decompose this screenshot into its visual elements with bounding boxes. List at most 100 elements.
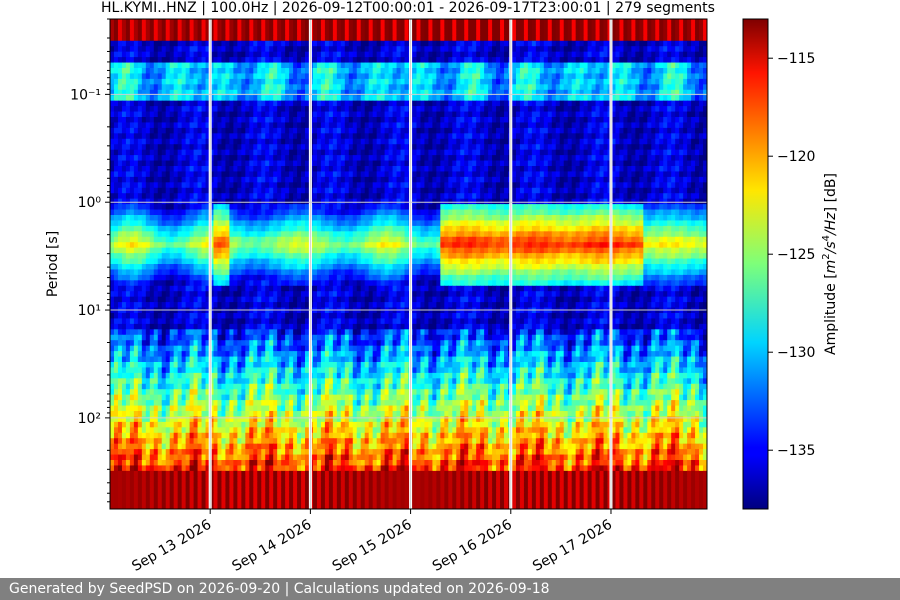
heatmap-cell [460, 117, 465, 124]
heatmap-cell [201, 51, 207, 58]
heatmap-cell [575, 122, 581, 129]
heatmap-cell [599, 182, 605, 189]
heatmap-cell [360, 57, 366, 64]
heatmap-cell [289, 198, 294, 205]
heatmap-cell [547, 73, 553, 80]
heatmap-cell [511, 78, 517, 85]
heatmap-cell [595, 193, 601, 200]
heatmap-cell [209, 24, 215, 31]
heatmap-cell [380, 78, 386, 85]
heatmap-cell [165, 182, 171, 189]
heatmap-cell [547, 35, 553, 42]
heatmap-cell [388, 29, 394, 36]
heatmap-cell [683, 117, 688, 124]
heatmap-cell [249, 182, 254, 189]
heatmap-cell [567, 193, 573, 200]
heatmap-cell [567, 106, 573, 113]
heatmap-cell [209, 84, 215, 91]
heatmap-cell [320, 78, 326, 85]
heatmap-cell [531, 24, 537, 31]
heatmap-cell [703, 149, 707, 156]
heatmap-cell [316, 127, 322, 134]
heatmap-cell [623, 187, 628, 194]
heatmap-cell [635, 62, 640, 69]
heatmap-cell [683, 95, 688, 102]
heatmap-cell [559, 68, 565, 75]
heatmap-cell [567, 89, 573, 96]
heatmap-cell [153, 19, 159, 26]
heatmap-cell [515, 182, 521, 189]
heatmap-cell [225, 187, 230, 194]
heatmap-cell [444, 187, 449, 194]
heatmap-cell [281, 100, 286, 107]
heatmap-cell [631, 127, 636, 134]
heatmap-cell [639, 40, 644, 47]
heatmap-cell [675, 127, 680, 134]
heatmap-cell [412, 19, 418, 26]
heatmap-cell [452, 133, 457, 140]
heatmap-cell [225, 78, 230, 85]
heatmap-cell [671, 84, 676, 91]
heatmap-cell [611, 193, 617, 200]
heatmap-cell [420, 182, 426, 189]
heatmap-cell [165, 149, 171, 156]
heatmap-cell [376, 51, 382, 58]
heatmap-cell [261, 160, 266, 167]
heatmap-cell [269, 24, 274, 31]
heatmap-cell [627, 160, 632, 167]
heatmap-cell [336, 35, 342, 42]
heatmap-cell [269, 155, 274, 162]
heatmap-cell [209, 187, 215, 194]
heatmap-cell [527, 73, 533, 80]
heatmap-cell [364, 171, 370, 178]
heatmap-cell [687, 138, 692, 145]
heatmap-cell [575, 138, 581, 145]
heatmap-cell [683, 68, 688, 75]
heatmap-cell [320, 68, 326, 75]
heatmap-cell [360, 122, 366, 129]
heatmap-cell [137, 29, 143, 36]
heatmap-cell [376, 182, 382, 189]
heatmap-cell [468, 127, 473, 134]
heatmap-cell [177, 89, 183, 96]
heatmap-cell [579, 24, 585, 31]
heatmap-cell [611, 84, 617, 91]
heatmap-cell [193, 29, 199, 36]
heatmap-cell [563, 24, 569, 31]
heatmap-cell [249, 106, 254, 113]
heatmap-cell [488, 138, 493, 145]
heatmap-cell [205, 95, 211, 102]
heatmap-cell [703, 193, 707, 200]
heatmap-cell [551, 68, 557, 75]
heatmap-cell [444, 68, 449, 75]
heatmap-cell [683, 155, 688, 162]
heatmap-cell [496, 100, 501, 107]
heatmap-cell [265, 111, 270, 118]
heatmap-cell [169, 100, 175, 107]
heatmap-cell [583, 182, 589, 189]
heatmap-cell [519, 100, 525, 107]
heatmap-cell [432, 51, 437, 58]
heatmap-cell [320, 51, 326, 58]
heatmap-cell [404, 149, 410, 156]
heatmap-cell [468, 106, 473, 113]
heatmap-cell [229, 19, 234, 26]
heatmap-cell [519, 166, 525, 173]
heatmap-cell [591, 24, 597, 31]
heatmap-cell [667, 100, 672, 107]
heatmap-cell [324, 68, 330, 75]
heatmap-cell [201, 198, 207, 205]
heatmap-cell [253, 176, 258, 183]
heatmap-cell [531, 46, 537, 53]
heatmap-cell [392, 117, 398, 124]
heatmap-cell [384, 166, 390, 173]
heatmap-cell [285, 73, 290, 80]
heatmap-cell [647, 62, 652, 69]
heatmap-cell [193, 46, 199, 53]
heatmap-cell [197, 35, 203, 42]
heatmap-cell [683, 73, 688, 80]
heatmap-cell [444, 57, 449, 64]
heatmap-cell [301, 73, 306, 80]
heatmap-cell [515, 138, 521, 145]
heatmap-cell [703, 35, 707, 42]
